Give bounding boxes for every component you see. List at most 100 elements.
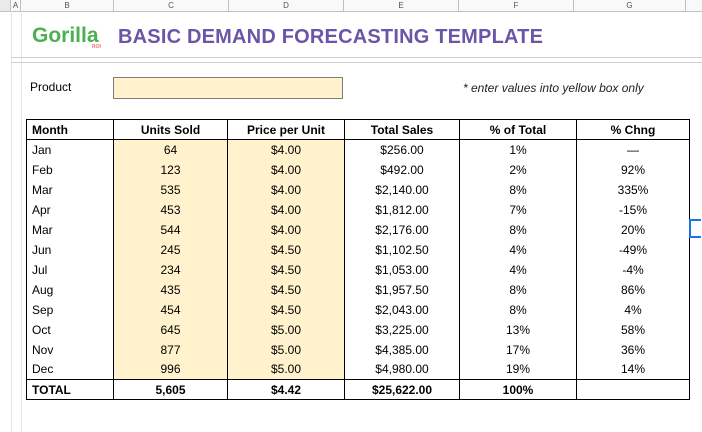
cell-pct-change[interactable]: 92% (576, 159, 690, 180)
cell-pct-of-total[interactable]: 1% (459, 139, 577, 160)
cell-price-per-unit[interactable]: $4.50 (227, 279, 345, 300)
cell-pct-of-total[interactable]: 8% (459, 279, 577, 300)
column-header-e[interactable]: E (344, 0, 459, 11)
column-header-b[interactable]: B (21, 0, 114, 11)
cell-pct-of-total[interactable]: 7% (459, 199, 577, 220)
header-month[interactable]: Month (26, 119, 114, 140)
cell-units-sold[interactable]: 544 (113, 219, 228, 240)
cell-total-sales[interactable]: $2,043.00 (344, 299, 460, 320)
column-header-a[interactable]: A (11, 0, 21, 11)
cell-pct-of-total[interactable]: 4% (459, 259, 577, 280)
cell-total-sales[interactable]: $1,812.00 (344, 199, 460, 220)
cell-units-sold[interactable]: 64 (113, 139, 228, 160)
forecast-table: Month Units Sold Price per Unit Total Sa… (26, 119, 690, 400)
header-units-sold[interactable]: Units Sold (113, 119, 228, 140)
cell-pct-change[interactable]: 14% (576, 359, 690, 380)
header-pct-of-total[interactable]: % of Total (459, 119, 577, 140)
cell-pct-change[interactable]: — (576, 139, 690, 160)
cell-pct-of-total[interactable]: 2% (459, 159, 577, 180)
column-header-g[interactable]: G (574, 0, 686, 11)
cell-units-sold[interactable]: 877 (113, 339, 228, 360)
cell-pct-change[interactable]: -15% (576, 199, 690, 220)
cell-units-sold[interactable]: 435 (113, 279, 228, 300)
cell-total-sales[interactable]: $492.00 (344, 159, 460, 180)
grid-line (21, 11, 22, 432)
cell-pct-change[interactable]: 86% (576, 279, 690, 300)
cell-total-sales[interactable]: $4,385.00 (344, 339, 460, 360)
cell-month[interactable]: Jan (26, 139, 114, 160)
cell-units-sold[interactable]: 535 (113, 179, 228, 200)
total-cell-month[interactable]: TOTAL (26, 379, 114, 400)
cell-month[interactable]: Dec (26, 359, 114, 380)
cell-units-sold[interactable]: 123 (113, 159, 228, 180)
cell-pct-change[interactable]: -49% (576, 239, 690, 260)
cell-month[interactable]: Nov (26, 339, 114, 360)
cell-price-per-unit[interactable]: $4.00 (227, 199, 345, 220)
cell-units-sold[interactable]: 645 (113, 319, 228, 340)
header-total-sales[interactable]: Total Sales (344, 119, 460, 140)
table-total-row: TOTAL 5,605 $4.42 $25,622.00 100% (26, 379, 690, 400)
cell-month[interactable]: Mar (26, 179, 114, 200)
cell-pct-change[interactable]: 20% (576, 219, 690, 240)
cell-pct-change[interactable]: 335% (576, 179, 690, 200)
total-cell-pct-of-total[interactable]: 100% (459, 379, 577, 400)
cell-price-per-unit[interactable]: $4.50 (227, 259, 345, 280)
column-header-d[interactable]: D (229, 0, 344, 11)
column-header-f[interactable]: F (459, 0, 574, 11)
column-header-c[interactable]: C (114, 0, 229, 11)
cell-pct-change[interactable]: -4% (576, 259, 690, 280)
cell-month[interactable]: Oct (26, 319, 114, 340)
instruction-note: * enter values into yellow box only (463, 81, 644, 95)
cell-month[interactable]: Apr (26, 199, 114, 220)
cell-price-per-unit[interactable]: $4.00 (227, 139, 345, 160)
cell-total-sales[interactable]: $2,176.00 (344, 219, 460, 240)
cell-month[interactable]: Mar (26, 219, 114, 240)
page-title: BASIC DEMAND FORECASTING TEMPLATE (118, 26, 544, 48)
table-header-row: Month Units Sold Price per Unit Total Sa… (26, 119, 690, 140)
cell-pct-of-total[interactable]: 19% (459, 359, 577, 380)
cell-pct-change[interactable]: 58% (576, 319, 690, 340)
cell-total-sales[interactable]: $2,140.00 (344, 179, 460, 200)
cell-total-sales[interactable]: $1,102.50 (344, 239, 460, 260)
cell-price-per-unit[interactable]: $4.00 (227, 179, 345, 200)
select-all-corner[interactable] (0, 0, 11, 11)
cell-month[interactable]: Jul (26, 259, 114, 280)
cell-price-per-unit[interactable]: $4.50 (227, 299, 345, 320)
cell-price-per-unit[interactable]: $5.00 (227, 339, 345, 360)
cell-total-sales[interactable]: $4,980.00 (344, 359, 460, 380)
cell-units-sold[interactable]: 453 (113, 199, 228, 220)
cell-price-per-unit[interactable]: $4.00 (227, 219, 345, 240)
cell-units-sold[interactable]: 234 (113, 259, 228, 280)
header-price-per-unit[interactable]: Price per Unit (227, 119, 345, 140)
total-cell-units-sold[interactable]: 5,605 (113, 379, 228, 400)
total-cell-pct-change[interactable] (576, 379, 690, 400)
cell-total-sales[interactable]: $1,957.50 (344, 279, 460, 300)
cell-pct-of-total[interactable]: 4% (459, 239, 577, 260)
cell-month[interactable]: Jun (26, 239, 114, 260)
product-input[interactable] (113, 77, 343, 99)
cell-units-sold[interactable]: 454 (113, 299, 228, 320)
total-cell-total-sales[interactable]: $25,622.00 (344, 379, 460, 400)
cell-pct-of-total[interactable]: 8% (459, 179, 577, 200)
cell-total-sales[interactable]: $3,225.00 (344, 319, 460, 340)
cell-selection-indicator (689, 219, 701, 238)
cell-pct-change[interactable]: 4% (576, 299, 690, 320)
cell-total-sales[interactable]: $1,053.00 (344, 259, 460, 280)
header-pct-change[interactable]: % Chng (576, 119, 690, 140)
cell-month[interactable]: Feb (26, 159, 114, 180)
cell-price-per-unit[interactable]: $4.00 (227, 159, 345, 180)
cell-pct-of-total[interactable]: 17% (459, 339, 577, 360)
cell-pct-of-total[interactable]: 8% (459, 299, 577, 320)
cell-month[interactable]: Sep (26, 299, 114, 320)
cell-price-per-unit[interactable]: $5.00 (227, 319, 345, 340)
total-cell-price-per-unit[interactable]: $4.42 (227, 379, 345, 400)
cell-units-sold[interactable]: 996 (113, 359, 228, 380)
cell-price-per-unit[interactable]: $4.50 (227, 239, 345, 260)
cell-price-per-unit[interactable]: $5.00 (227, 359, 345, 380)
cell-month[interactable]: Aug (26, 279, 114, 300)
cell-pct-of-total[interactable]: 8% (459, 219, 577, 240)
cell-pct-of-total[interactable]: 13% (459, 319, 577, 340)
cell-units-sold[interactable]: 245 (113, 239, 228, 260)
cell-total-sales[interactable]: $256.00 (344, 139, 460, 160)
cell-pct-change[interactable]: 36% (576, 339, 690, 360)
